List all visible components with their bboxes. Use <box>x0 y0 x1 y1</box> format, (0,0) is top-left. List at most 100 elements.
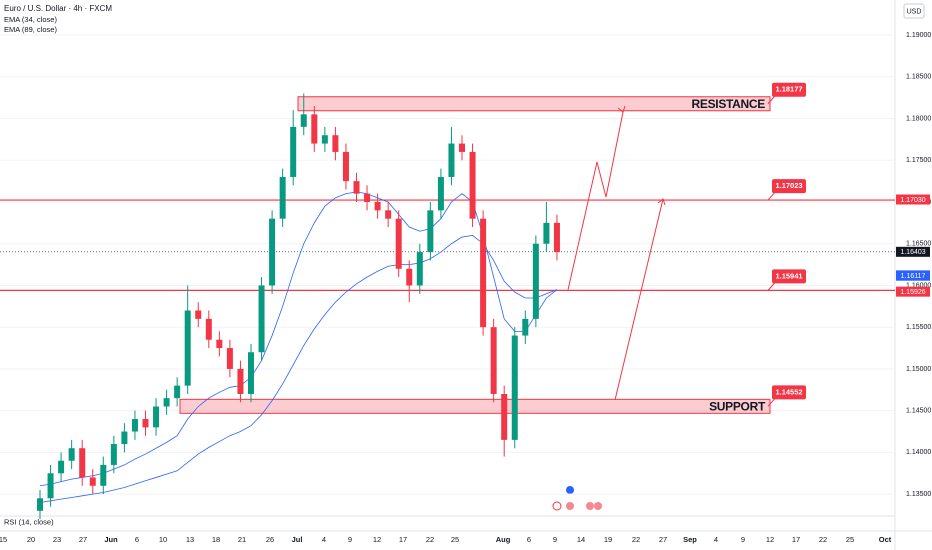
x-tick-label: 6 <box>135 535 139 544</box>
candle-body <box>110 444 117 465</box>
candle-body <box>448 143 455 177</box>
candle-body <box>121 431 128 445</box>
candle-body <box>195 310 202 319</box>
ema-line <box>39 234 558 503</box>
x-tick-label: 18 <box>212 535 220 544</box>
x-tick-label: 22 <box>426 535 434 544</box>
candle-body <box>205 318 212 340</box>
x-tick-label: 26 <box>266 535 274 544</box>
x-tick-label: 27 <box>79 535 87 544</box>
event-icon[interactable] <box>566 486 574 494</box>
y-tick-label: 1.16000 <box>906 282 931 289</box>
candle-body <box>311 114 318 144</box>
x-tick-label: Jul <box>292 535 303 544</box>
candle-body <box>427 210 434 253</box>
event-icon[interactable] <box>586 502 594 510</box>
plot <box>0 34 895 520</box>
candle-body <box>480 218 487 328</box>
candle-body <box>321 135 328 144</box>
y-tick-label: 1.17500 <box>906 157 931 164</box>
event-icon[interactable] <box>552 501 562 511</box>
x-tick-label: 22 <box>819 535 827 544</box>
candle-body <box>416 252 423 286</box>
candle-body <box>153 406 160 428</box>
candle-body <box>174 385 181 399</box>
candle-body <box>342 151 349 182</box>
level-tag-label: 1.18177 <box>775 85 802 94</box>
x-tick-label: 17 <box>792 535 800 544</box>
candle-body <box>248 352 254 394</box>
candle-body <box>37 498 43 511</box>
x-tick-label: 25 <box>846 535 854 544</box>
x-tick-label: 4 <box>322 535 326 544</box>
candle-body <box>290 126 297 177</box>
event-icon[interactable] <box>566 502 574 510</box>
candle-body <box>216 339 223 349</box>
candle-body <box>258 285 265 353</box>
candle-body <box>47 473 54 499</box>
x-tick-label: 13 <box>186 535 194 544</box>
level-tag <box>772 269 806 284</box>
y-tick-label: 1.15000 <box>906 366 931 373</box>
y-tick-label: 1.19000 <box>906 32 931 39</box>
candle-body <box>490 327 497 394</box>
level-tag-label: 1.15941 <box>775 271 802 280</box>
y-tick-label: 1.14500 <box>906 408 931 415</box>
candle-body <box>131 419 138 432</box>
forecast-arrow <box>614 198 664 401</box>
event-icon[interactable] <box>594 502 602 510</box>
legend-entry: EMA (34, close) <box>4 15 57 24</box>
event-icons <box>552 486 602 511</box>
x-tick-label: 9 <box>741 535 745 544</box>
indicator-label: RSI (14, close) <box>4 517 54 526</box>
price-badge-label: 1.16403 <box>900 249 925 256</box>
price-badge-label: 1.16117 <box>901 273 926 280</box>
price-badge <box>896 194 930 205</box>
x-tick-label: 25 <box>451 535 459 544</box>
x-tick-label: Jun <box>104 535 118 544</box>
candle-body <box>543 222 550 244</box>
x-tick-label: Aug <box>496 535 511 544</box>
candle-body <box>300 114 307 127</box>
candle-body <box>58 460 65 474</box>
candle-body <box>163 398 170 407</box>
chart-title: Euro / U.S. Dollar · 4h · FXCM <box>4 4 112 13</box>
level-tag-label: 1.14552 <box>775 387 802 396</box>
x-tick-label: Sep <box>683 535 697 544</box>
x-tick-label: 20 <box>27 535 35 544</box>
level-tag-label: 1.17023 <box>775 181 802 190</box>
x-tick-label: 22 <box>632 535 640 544</box>
candle-body <box>511 335 518 440</box>
y-tick-label: 1.18000 <box>906 115 931 122</box>
candle-body <box>269 218 276 286</box>
zone <box>297 96 771 112</box>
level-tag <box>772 82 806 97</box>
x-tick-label: 21 <box>238 535 246 544</box>
y-tick-label: 1.16500 <box>906 241 931 248</box>
price-badge-label: 1.15926 <box>900 289 925 296</box>
candle-body <box>332 135 339 152</box>
candle-body <box>68 448 75 461</box>
x-tick-label: 9 <box>553 535 557 544</box>
candle-body <box>469 151 476 219</box>
x-tick-label: 12 <box>766 535 774 544</box>
x-tick-label: 14 <box>577 535 585 544</box>
candle-body <box>353 181 360 194</box>
y-tick-label: 1.15500 <box>906 324 931 331</box>
x-tick-label: 4 <box>714 535 718 544</box>
candle-body <box>459 143 465 152</box>
x-tick-label: 6 <box>527 535 531 544</box>
level-tag <box>772 385 806 400</box>
arrow-head <box>617 105 626 113</box>
level-tag <box>772 179 806 194</box>
x-tick-label: 15 <box>0 535 7 544</box>
arrow-head <box>657 198 666 206</box>
zone <box>179 398 771 414</box>
candle-body <box>89 477 96 486</box>
y-tick-label: 1.13500 <box>906 491 931 498</box>
currency-box[interactable] <box>903 3 925 19</box>
zone-label: RESISTANCE <box>692 97 766 111</box>
candle-body <box>532 243 539 319</box>
candle-body <box>553 222 560 253</box>
